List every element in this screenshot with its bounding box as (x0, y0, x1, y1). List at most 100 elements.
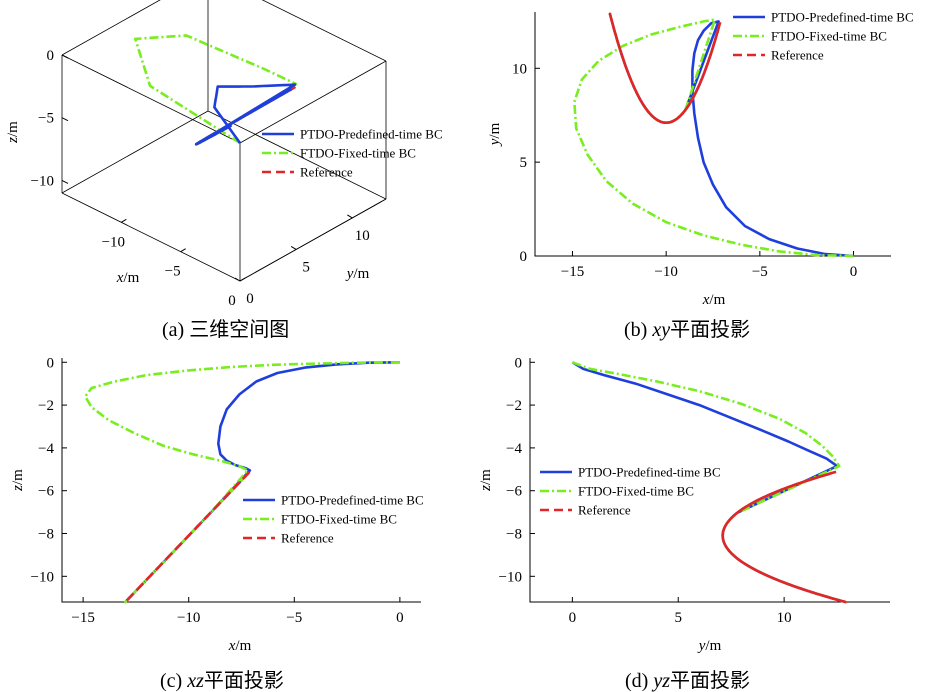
legend-label-pred-b: PTDO-Predefined-time BC (771, 10, 914, 25)
y-tick-mark (347, 214, 353, 219)
legend-label-fixed-a: FTDO-Fixed-time BC (300, 146, 416, 161)
y-tick-label: −6 (38, 484, 54, 500)
y-tick-label: −10 (31, 569, 54, 585)
x-axis-label-c: x/m (228, 638, 252, 654)
caption-label-d: (d) (625, 670, 653, 692)
x-tick-label: −10 (654, 264, 677, 280)
box-edge (61, 0, 161, 56)
box-edge (207, 110, 387, 200)
y-axis-label-b: y/m (487, 122, 503, 147)
caption-var-c: xz (186, 670, 204, 692)
z-tick-label: 0 (47, 48, 55, 64)
legend-label-fixed-d: FTDO-Fixed-time BC (578, 484, 694, 499)
y-tick-label: 0 (47, 355, 55, 371)
legend-label-pred-a: PTDO-Predefined-time BC (300, 127, 443, 142)
y-tick-label: 0 (246, 291, 254, 307)
legend-label-pred-d: PTDO-Predefined-time BC (578, 465, 721, 480)
box-edge (61, 192, 241, 282)
y-tick-label: 5 (520, 155, 528, 171)
y-tick-label: −8 (38, 527, 54, 543)
y-tick-label: −4 (38, 441, 54, 457)
legend-label-ref-d: Reference (578, 503, 631, 518)
box-edge (61, 54, 241, 144)
axes-c (61, 358, 421, 603)
x-tick-label: 0 (396, 610, 404, 626)
legend-label-fixed-c: FTDO-Fixed-time BC (281, 512, 397, 527)
caption-label-b: (b) (624, 319, 652, 341)
caption-d: (d) yz平面投影 (625, 669, 750, 692)
x-tick-label: −10 (177, 610, 200, 626)
x-tick-mark (180, 248, 186, 253)
legend-label-ref-a: Reference (300, 165, 353, 180)
legend-label-ref-b: Reference (771, 48, 824, 63)
y-tick-label: −4 (506, 441, 522, 457)
x-tick-label: 0 (228, 293, 236, 309)
caption-c: (c) xz平面投影 (160, 669, 284, 692)
x-tick-label: 10 (777, 610, 792, 626)
series-pred-a (194, 83, 297, 146)
x-tick-label: −5 (752, 264, 768, 280)
y-tick-label: 0 (520, 249, 528, 265)
x-tick-label: −5 (165, 264, 181, 280)
y-axis-label-c: z/m (10, 469, 26, 492)
z-tick-label: −10 (31, 173, 54, 189)
y-axis-label-d: z/m (478, 469, 494, 492)
panel-c: −15 −10 −5 0 0 −2 −4 −6 −8 −10 PTDO-Predefined-tim… (31, 355, 424, 626)
z-tick-mark (61, 54, 69, 59)
caption-label-c: (c) (160, 670, 187, 692)
legend-label-pred-c: PTDO-Predefined-time BC (281, 493, 424, 508)
y-tick-label: 5 (302, 259, 310, 275)
x-tick-label: 0 (569, 610, 577, 626)
y-tick-label: −10 (499, 569, 522, 585)
x-tick-mark (121, 218, 127, 223)
box-edge (239, 198, 387, 282)
y-tick-label: −2 (506, 398, 522, 414)
y-tick-label: 10 (512, 61, 527, 77)
y-tick-label: −8 (506, 527, 522, 543)
y-tick-label: −2 (38, 398, 54, 414)
legend-label-fixed-b: FTDO-Fixed-time BC (771, 29, 887, 44)
caption-var-d: yz (651, 670, 670, 692)
z-tick-label: −5 (38, 111, 54, 127)
panel-b: −15 −10 −5 0 0 5 10 PTDO-Predefined-time BC FTDO… (512, 10, 914, 281)
x-tick-label: 0 (850, 264, 858, 280)
panel-d: 0 5 10 0 −2 −4 −6 −8 −10 PTDO-Predefined-time BC F… (499, 355, 890, 626)
caption-a: (a) 三维空间图 (162, 318, 289, 341)
x-tick-label: −15 (561, 264, 584, 280)
caption-label-a: (a) (162, 319, 189, 341)
y-tick-mark (234, 277, 241, 282)
caption-text-c: 平面投影 (204, 669, 284, 692)
z-axis-label-a: z/m (5, 121, 21, 144)
x-axis-label-a: x/m (116, 270, 140, 286)
caption-var-b: xy (651, 319, 670, 341)
y-tick-mark (290, 246, 297, 250)
series-ref-c (124, 470, 251, 604)
x-axis-label-d: y/m (697, 638, 722, 654)
x-tick-label: −10 (102, 234, 125, 250)
x-axis-label-b: x/m (702, 292, 726, 308)
series-ref-d (721, 470, 847, 604)
series-ref-b (608, 12, 722, 124)
series-pred-c (124, 361, 400, 604)
series-fixed-c (83, 361, 400, 604)
box-edge (239, 60, 387, 144)
axes-d (529, 358, 890, 603)
box-edge (261, 0, 387, 62)
legend-label-ref-c: Reference (281, 531, 334, 546)
y-tick-label: 10 (355, 228, 370, 244)
x-tick-mark (239, 277, 246, 282)
box-edge (61, 110, 209, 194)
caption-text-b: 平面投影 (670, 318, 750, 341)
y-tick-label: 0 (515, 355, 523, 371)
caption-text-d: 平面投影 (670, 669, 750, 692)
y-axis-label-a: y/m (345, 266, 370, 282)
series-fixed-a (134, 34, 298, 146)
z-tick-mark (61, 180, 69, 184)
y-tick-label: −6 (506, 484, 522, 500)
caption-b: (b) xy平面投影 (624, 318, 750, 341)
x-tick-label: −15 (71, 610, 94, 626)
z-tick-mark (61, 117, 69, 122)
x-tick-label: 5 (674, 610, 682, 626)
